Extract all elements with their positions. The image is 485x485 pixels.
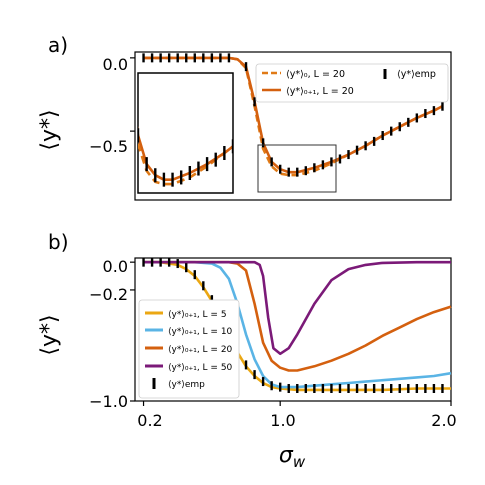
panel-b-series-line-1 [143, 260, 452, 389]
panel-b-legend-label-1: ⟨y*⟩₀₊₁, L = 10 [168, 327, 233, 337]
panel-b-xtick-0: 0.2 [137, 411, 162, 430]
panel-a-legend-label-0: ⟨y*⟩₀, L = 20 [286, 69, 345, 80]
panel-b-legend-label-4: ⟨y*⟩emp [168, 380, 205, 390]
panel-b-series-line-3 [143, 260, 451, 356]
panel-a: a) ⟨y*⟩ 0.0 −0.5 ⟨y*⟩₀, L = 20 ⟨y*⟩₀₊₁, … [37, 33, 452, 201]
panel-b-legend-label-0: ⟨y*⟩₀₊₁, L = 5 [168, 310, 227, 320]
panel-a-ylabel: ⟨y*⟩ [37, 109, 62, 150]
panel-a-inset [138, 125, 233, 187]
panel-b-xtick-2: 2.0 [431, 411, 456, 430]
panel-b-series-line-2 [143, 260, 452, 372]
panel-b-xlabel-subscript: w [293, 453, 306, 471]
panel-a-zoom-box [257, 144, 337, 193]
panel-a-axes-frame [134, 51, 452, 201]
panel-b-xlabel: σw [279, 443, 306, 471]
panel-b-legend-frame [138, 299, 240, 399]
panel-b-axes-frame [134, 257, 452, 402]
panel-b-ytick-1: −0.2 [89, 285, 128, 304]
panel-a-ytick-0: 0.0 [103, 55, 128, 74]
panel-b-ytick-0: 0.0 [103, 257, 128, 276]
panel-b-legend-label-3: ⟨y*⟩₀₊₁, L = 50 [168, 363, 233, 373]
panel-b-xtick-1: 1.0 [270, 411, 295, 430]
panel-a-label: a) [48, 33, 68, 57]
panel-a-legend-label-1: ⟨y*⟩₀₊₁, L = 20 [286, 86, 354, 97]
panel-b-ylabel: ⟨y*⟩ [37, 314, 62, 355]
panel-b-label: b) [48, 230, 69, 254]
panel-a-legend-label-2: ⟨y*⟩emp [397, 69, 436, 80]
panel-b: b) ⟨y*⟩ 0.0 −0.2 −1.0 0.2 1.0 2.0 σw ⟨y*… [37, 230, 457, 471]
panel-a-legend-frame [255, 63, 449, 103]
panel-b-legend-label-2: ⟨y*⟩₀₊₁, L = 20 [168, 345, 233, 355]
panel-a-ytick-1: −0.5 [89, 137, 128, 156]
panel-b-ytick-2: −1.0 [89, 392, 128, 411]
